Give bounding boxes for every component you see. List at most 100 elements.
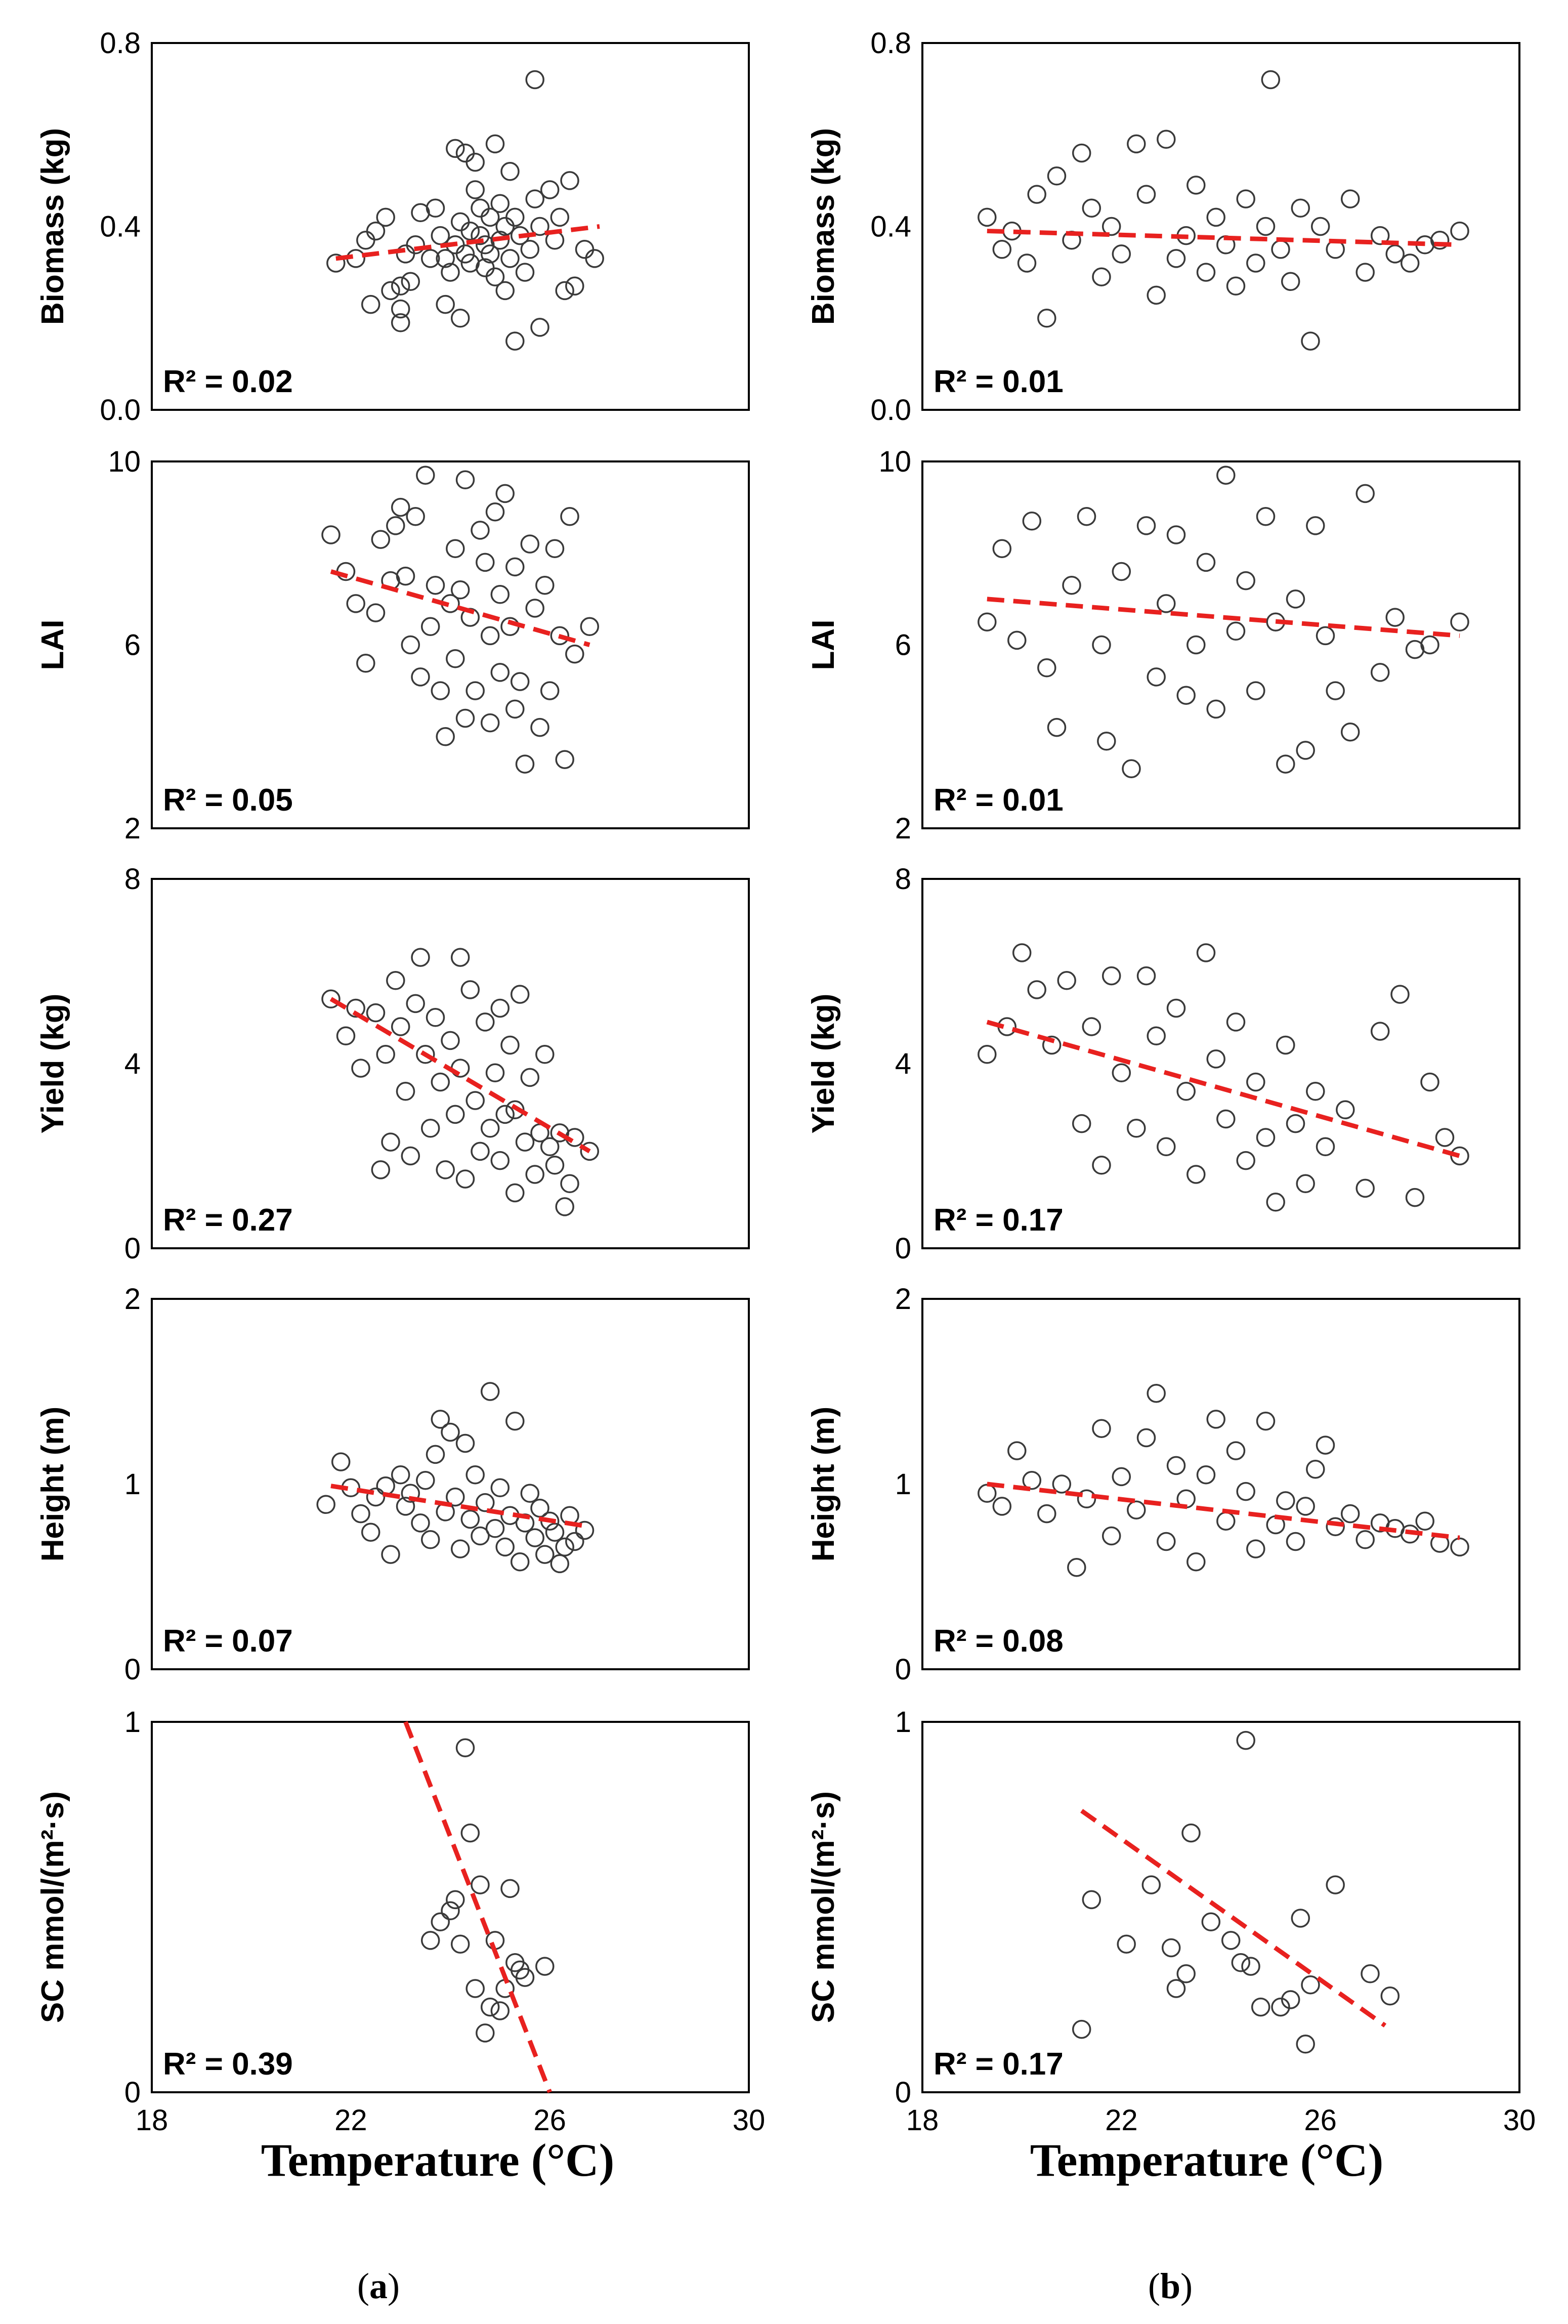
data-point <box>1226 621 1246 641</box>
data-point <box>485 267 505 286</box>
data-point <box>396 1497 415 1516</box>
data-point <box>1037 1504 1056 1524</box>
data-point <box>401 272 420 291</box>
data-point <box>1092 635 1111 655</box>
data-point <box>391 313 410 332</box>
data-point <box>406 235 425 255</box>
data-point <box>1316 626 1335 646</box>
plot-frame <box>921 1721 1520 2093</box>
data-point <box>485 1063 505 1083</box>
y-axis-label: LAI <box>35 620 70 670</box>
trend-line <box>987 597 1460 638</box>
data-point <box>356 230 375 250</box>
data-point <box>406 506 425 526</box>
data-point <box>420 617 440 637</box>
y-tick-label: 2 <box>124 812 141 845</box>
data-point <box>510 985 530 1004</box>
data-point <box>1385 244 1405 264</box>
data-point <box>401 635 420 655</box>
data-point <box>346 594 365 613</box>
data-point <box>471 1142 490 1161</box>
data-point <box>1291 198 1310 218</box>
data-point <box>1161 1938 1181 1958</box>
data-point <box>1326 681 1345 700</box>
y-tick-label: 0 <box>124 2076 141 2109</box>
y-axis-label: LAI <box>806 620 841 670</box>
data-point <box>1246 253 1265 273</box>
data-point <box>1062 575 1081 595</box>
y-tick-label: 4 <box>124 1047 141 1080</box>
data-point <box>1251 1997 1270 2017</box>
y-axis-label: Yield (kg) <box>35 994 70 1134</box>
data-point <box>411 948 430 967</box>
data-point <box>471 226 490 245</box>
data-point <box>505 557 525 577</box>
data-point <box>1072 2019 1091 2039</box>
data-point <box>505 207 525 227</box>
data-point <box>1296 2035 1315 2054</box>
r-squared-label: R² = 0.01 <box>934 783 1064 818</box>
data-point <box>1037 658 1056 678</box>
data-point <box>1430 230 1450 250</box>
data-point <box>446 1487 465 1507</box>
data-point <box>545 539 565 558</box>
trend-line <box>335 224 600 261</box>
y-tick-label: 1 <box>124 1706 141 1739</box>
y-tick-label: 10 <box>108 445 141 478</box>
data-point <box>1101 966 1121 986</box>
y-tick-label: 0 <box>895 2076 911 2109</box>
data-point <box>580 617 600 637</box>
y-tick-label: 0.0 <box>100 394 141 427</box>
data-point <box>1271 1997 1290 2017</box>
data-point <box>1336 1100 1355 1120</box>
data-point <box>555 1197 574 1216</box>
data-point <box>1166 1456 1186 1475</box>
data-point <box>381 281 400 301</box>
data-point <box>480 1382 500 1401</box>
data-point <box>1216 466 1236 485</box>
data-point <box>391 276 410 296</box>
data-point <box>331 1452 351 1471</box>
plot-frame <box>151 878 750 1249</box>
data-point <box>416 1045 435 1064</box>
data-point <box>426 1445 445 1464</box>
data-point <box>1206 1410 1225 1429</box>
data-point <box>455 143 475 163</box>
data-point <box>1127 134 1146 154</box>
data-point <box>391 1017 410 1036</box>
data-point <box>485 502 505 522</box>
scatter-panel-b-biomass: 0.0 0.4 0.8 Biomass (kg) R² = 0.01 <box>806 27 1520 427</box>
trend-line <box>1080 1809 1387 2027</box>
data-point <box>555 750 574 769</box>
data-point <box>530 217 549 236</box>
data-point <box>361 1523 380 1542</box>
data-point <box>1042 1035 1062 1055</box>
data-point <box>436 727 455 746</box>
data-point <box>535 1957 555 1976</box>
data-point <box>1340 722 1360 742</box>
data-point <box>450 948 470 967</box>
data-point <box>495 1105 515 1124</box>
data-point <box>520 534 540 554</box>
data-point <box>535 1545 555 1564</box>
data-point <box>1176 1082 1196 1101</box>
data-point <box>476 2023 495 2043</box>
data-point <box>1206 207 1225 227</box>
data-point <box>420 1931 440 1950</box>
scatter-panel-a-biomass: 0.0 0.4 0.8 Biomass (kg) R² = 0.02 <box>35 27 750 427</box>
y-tick-label: 1 <box>895 1468 911 1501</box>
data-point <box>1027 185 1046 204</box>
data-point <box>515 1968 535 1987</box>
data-point <box>376 1045 395 1064</box>
data-point <box>316 1495 335 1514</box>
caption-a: (a) <box>357 2266 400 2306</box>
data-point <box>321 989 341 1009</box>
y-axis-label: Biomass (kg) <box>35 128 70 325</box>
data-point <box>500 1879 520 1898</box>
data-point <box>1122 759 1141 778</box>
data-point <box>1206 699 1225 719</box>
data-point <box>1256 217 1276 236</box>
data-point <box>471 1526 490 1546</box>
data-point <box>525 1165 544 1184</box>
data-point <box>978 207 997 227</box>
